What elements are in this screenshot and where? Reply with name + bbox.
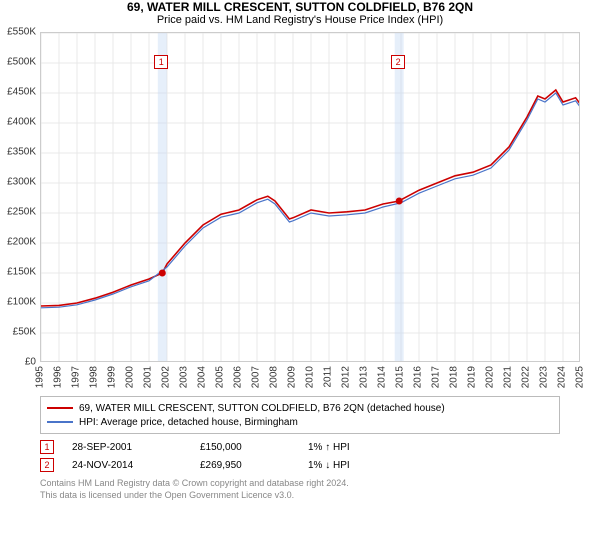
x-axis-tick-label: 2024 <box>557 366 568 388</box>
sale-marker-icon: 2 <box>40 458 54 472</box>
x-axis-tick-label: 2017 <box>431 366 442 388</box>
x-axis-tick-label: 2003 <box>179 366 190 388</box>
legend-label: HPI: Average price, detached house, Birm… <box>79 417 298 428</box>
sale-marker-dot <box>396 198 403 205</box>
sale-date: 28-SEP-2001 <box>72 442 182 453</box>
x-axis-tick-label: 2010 <box>305 366 316 388</box>
x-axis-tick-label: 1997 <box>71 366 82 388</box>
y-axis-tick-label: £400K <box>7 117 36 128</box>
y-axis-tick-label: £500K <box>7 57 36 68</box>
x-axis-tick-label: 2020 <box>485 366 496 388</box>
x-axis-tick-label: 2016 <box>413 366 424 388</box>
sales-table: 1 28-SEP-2001 £150,000 1% ↑ HPI 2 24-NOV-2014… <box>0 440 600 472</box>
chart-subtitle: Price paid vs. HM Land Registry's House … <box>0 14 600 26</box>
x-axis-tick-label: 2018 <box>449 366 460 388</box>
sale-marker-label: 1 <box>154 55 168 69</box>
x-axis-tick-label: 2014 <box>377 366 388 388</box>
sale-price: £269,950 <box>200 460 290 471</box>
x-axis-tick-label: 2006 <box>233 366 244 388</box>
x-axis-tick-label: 2013 <box>359 366 370 388</box>
x-axis-tick-label: 2000 <box>125 366 136 388</box>
x-axis-tick-label: 2002 <box>161 366 172 388</box>
legend-row: HPI: Average price, detached house, Birm… <box>47 415 553 429</box>
x-axis-tick-label: 2025 <box>575 366 586 388</box>
x-axis-tick-label: 1998 <box>89 366 100 388</box>
x-axis-tick-label: 2023 <box>539 366 550 388</box>
attribution-text: Contains HM Land Registry data © Crown c… <box>40 478 560 501</box>
sale-delta: 1% ↓ HPI <box>308 460 350 471</box>
legend-swatch <box>47 421 73 423</box>
x-axis-tick-label: 2004 <box>197 366 208 388</box>
sale-date: 24-NOV-2014 <box>72 460 182 471</box>
sale-row: 2 24-NOV-2014 £269,950 1% ↓ HPI <box>40 458 560 472</box>
chart-title: 69, WATER MILL CRESCENT, SUTTON COLDFIEL… <box>0 0 600 14</box>
x-axis-tick-label: 2007 <box>251 366 262 388</box>
x-axis-tick-label: 2022 <box>521 366 532 388</box>
sale-price: £150,000 <box>200 442 290 453</box>
legend-row: 69, WATER MILL CRESCENT, SUTTON COLDFIEL… <box>47 401 553 415</box>
y-axis-tick-label: £100K <box>7 297 36 308</box>
sale-delta: 1% ↑ HPI <box>308 442 350 453</box>
x-axis-tick-label: 2021 <box>503 366 514 388</box>
attribution-line: This data is licensed under the Open Gov… <box>40 490 560 502</box>
y-axis-tick-label: £150K <box>7 267 36 278</box>
legend-swatch <box>47 407 73 409</box>
x-axis-tick-label: 2015 <box>395 366 406 388</box>
x-axis-tick-label: 2005 <box>215 366 226 388</box>
legend-label: 69, WATER MILL CRESCENT, SUTTON COLDFIEL… <box>79 403 445 414</box>
x-axis-tick-label: 2012 <box>341 366 352 388</box>
y-axis-tick-label: £350K <box>7 147 36 158</box>
x-axis-tick-label: 2001 <box>143 366 154 388</box>
line-chart: £0£50K£100K£150K£200K£250K£300K£350K£400… <box>40 32 580 362</box>
y-axis-tick-label: £450K <box>7 87 36 98</box>
chart-container: 69, WATER MILL CRESCENT, SUTTON COLDFIEL… <box>0 0 600 560</box>
chart-svg <box>40 32 580 362</box>
x-axis-tick-label: 2009 <box>287 366 298 388</box>
y-axis-tick-label: £200K <box>7 237 36 248</box>
x-axis-tick-label: 2011 <box>323 366 334 388</box>
x-axis-tick-label: 2008 <box>269 366 280 388</box>
legend-box: 69, WATER MILL CRESCENT, SUTTON COLDFIEL… <box>40 396 560 434</box>
sale-marker-dot <box>159 270 166 277</box>
y-axis-tick-label: £250K <box>7 207 36 218</box>
x-axis-tick-label: 1996 <box>53 366 64 388</box>
x-axis-tick-label: 1995 <box>35 366 46 388</box>
sale-marker-icon: 1 <box>40 440 54 454</box>
x-axis-tick-label: 1999 <box>107 366 118 388</box>
sale-marker-label: 2 <box>391 55 405 69</box>
y-axis-tick-label: £50K <box>13 327 36 338</box>
y-axis-tick-label: £550K <box>7 27 36 38</box>
sale-row: 1 28-SEP-2001 £150,000 1% ↑ HPI <box>40 440 560 454</box>
y-axis-tick-label: £300K <box>7 177 36 188</box>
attribution-line: Contains HM Land Registry data © Crown c… <box>40 478 560 490</box>
x-axis-tick-label: 2019 <box>467 366 478 388</box>
